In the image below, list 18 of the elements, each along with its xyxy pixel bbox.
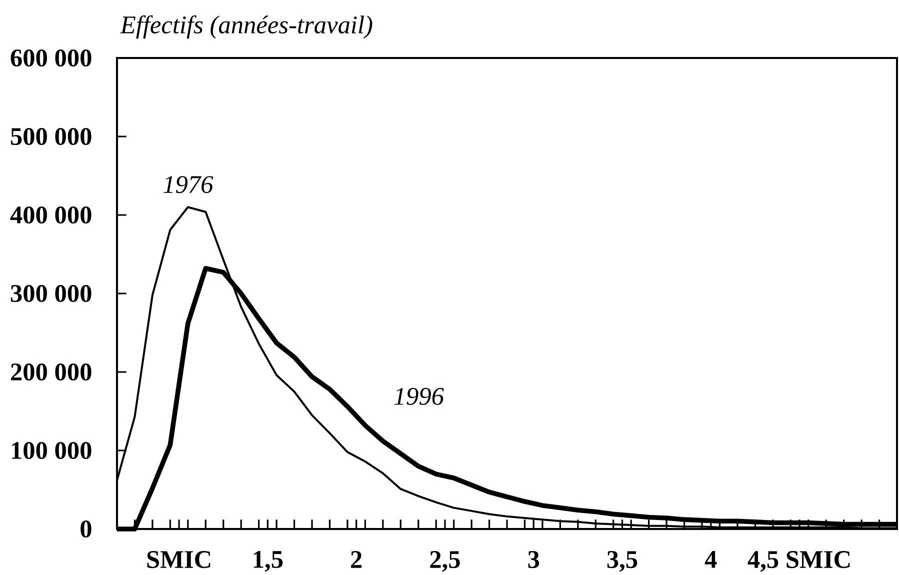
series-label: 1996 xyxy=(394,388,444,405)
x-tick-label: 4 xyxy=(704,551,717,568)
x-tick-label: 1,5 xyxy=(254,551,283,572)
series-label: 1976 xyxy=(163,176,214,194)
x-tick-label: SMIC xyxy=(147,551,210,568)
y-tick-label: 600 000 xyxy=(10,49,92,67)
y-tick-label: 400 000 xyxy=(10,206,92,224)
x-tick-label: 3 xyxy=(528,551,540,568)
y-tick-label: 100 000 xyxy=(12,442,92,460)
y-tick-label: 300 000 xyxy=(10,284,92,302)
x-tick-label: 2 xyxy=(351,551,362,568)
y-tick-label: 0 xyxy=(80,520,92,538)
x-tick-label: 2,5 xyxy=(430,551,460,572)
x-tick-label: 4,5 SMIC xyxy=(748,551,850,572)
y-axis-title: Effectifs (années-travail) xyxy=(120,15,372,39)
x-tick-label: 3,5 xyxy=(607,551,638,572)
y-tick-label: 200 000 xyxy=(11,363,92,381)
y-tick-label: 500 000 xyxy=(10,128,92,146)
